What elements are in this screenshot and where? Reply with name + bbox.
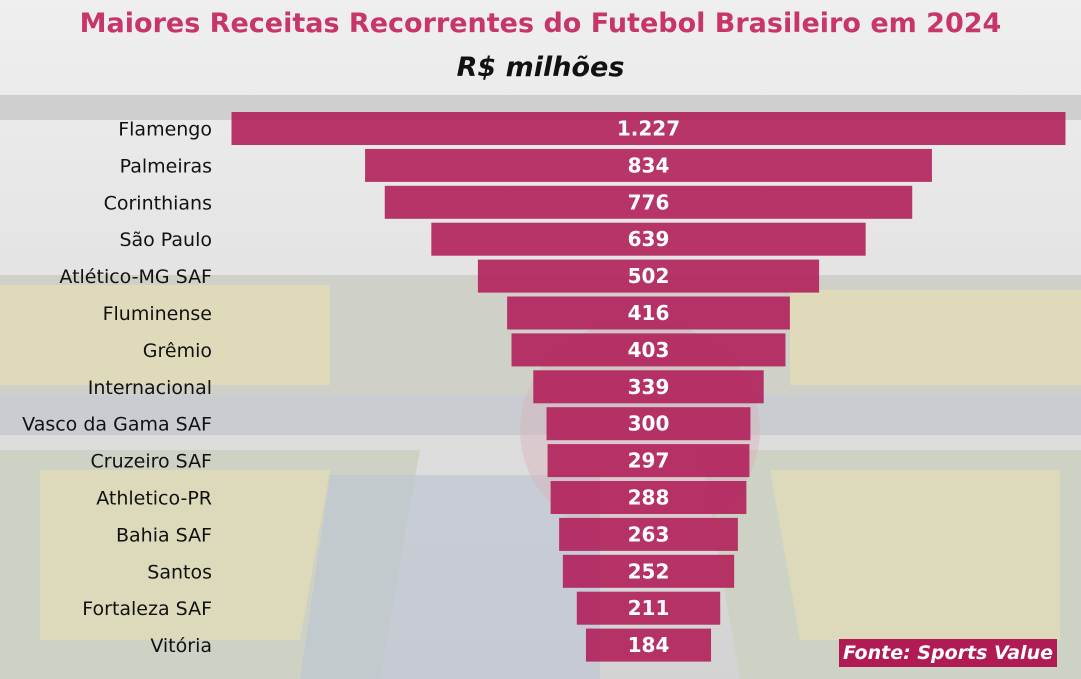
category-label-0: Flamengo — [118, 119, 212, 141]
value-label-1: 834 — [628, 153, 670, 177]
value-label-11: 263 — [628, 522, 670, 546]
category-label-9: Cruzeiro SAF — [91, 451, 212, 473]
value-label-2: 776 — [628, 190, 670, 214]
bar-6 — [511, 333, 786, 367]
chart-subtitle: R$ milhões — [456, 52, 625, 83]
value-label-3: 639 — [628, 227, 670, 251]
bar-7 — [533, 370, 764, 404]
bar-12 — [562, 554, 735, 588]
value-label-4: 502 — [628, 264, 670, 288]
bar-11 — [559, 517, 738, 551]
chart-title: Maiores Receitas Recorrentes do Futebol … — [79, 8, 1002, 39]
category-label-7: Internacional — [88, 377, 212, 399]
value-label-10: 288 — [628, 486, 670, 510]
category-label-13: Fortaleza SAF — [82, 598, 212, 620]
bar-8 — [546, 407, 751, 441]
value-label-6: 403 — [628, 338, 670, 362]
category-label-1: Palmeiras — [120, 155, 212, 177]
category-label-3: São Paulo — [119, 229, 212, 251]
value-label-0: 1.227 — [617, 117, 680, 141]
category-label-4: Atlético-MG SAF — [59, 266, 212, 288]
value-label-5: 416 — [628, 301, 670, 325]
source-label: Fonte: Sports Value — [839, 639, 1057, 667]
bar-1 — [365, 148, 932, 182]
category-label-14: Vitória — [150, 635, 212, 657]
value-label-12: 252 — [628, 559, 670, 583]
category-label-10: Athletico-PR — [96, 488, 212, 510]
bar-0 — [231, 112, 1066, 145]
bar-10 — [550, 481, 747, 514]
category-label-5: Fluminense — [103, 303, 212, 325]
category-label-11: Bahia SAF — [116, 524, 212, 546]
value-label-8: 300 — [628, 412, 670, 436]
bar-14 — [585, 628, 712, 662]
bar-9 — [547, 444, 750, 478]
bar-13 — [576, 591, 721, 625]
bar-4 — [477, 259, 820, 293]
value-label-7: 339 — [628, 375, 670, 399]
value-label-14: 184 — [628, 633, 670, 657]
bar-3 — [431, 222, 866, 256]
category-label-8: Vasco da Gama SAF — [22, 414, 212, 436]
bar-5 — [507, 296, 790, 330]
value-label-9: 297 — [628, 449, 670, 473]
bar-2 — [384, 185, 913, 219]
category-label-6: Grêmio — [143, 340, 212, 362]
category-label-2: Corinthians — [104, 192, 212, 214]
value-label-13: 211 — [628, 596, 670, 620]
category-label-12: Santos — [147, 561, 212, 583]
